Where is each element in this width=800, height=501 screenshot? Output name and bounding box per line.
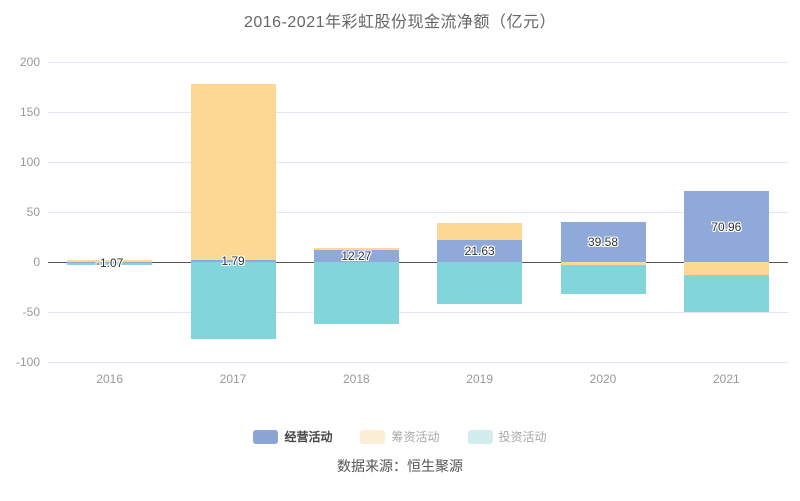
bar-segment-筹资活动[interactable]: [67, 260, 153, 262]
zero-axis-line: [48, 262, 788, 263]
bar-value-label: 70.96: [711, 219, 742, 234]
y-axis-tick-label: 200: [19, 55, 40, 69]
bar-segment-投资活动[interactable]: [190, 262, 276, 339]
legend-label: 筹资活动: [391, 430, 440, 444]
bar-segment-筹资活动[interactable]: [437, 222, 523, 241]
x-axis-tick-label: 2019: [466, 372, 493, 386]
bar-value-label: -1.07: [95, 255, 124, 270]
gridline: [48, 212, 788, 213]
bar-value-label: 21.63: [464, 244, 495, 259]
gridline: [48, 112, 788, 113]
bar-segment-筹资活动[interactable]: [560, 262, 646, 265]
legend-swatch-icon: [467, 429, 493, 444]
chart-title: 2016-2021年彩虹股份现金流净额（亿元）: [243, 14, 557, 31]
bar-segment-经营活动[interactable]: [560, 222, 646, 262]
x-axis-tick-label: 2017: [219, 372, 247, 386]
x-axis-tick-label: 2016: [96, 372, 123, 386]
bar-segment-投资活动[interactable]: [437, 262, 523, 304]
plot-area: 200 150 100 50 0 -50 -100 -1.07 1.79 12.27 21.63 3…: [16, 55, 788, 386]
bar-segment-经营活动[interactable]: [313, 249, 399, 262]
y-axis-tick-label: -100: [15, 355, 40, 369]
legend-item-筹资活动[interactable]: 筹资活动: [360, 428, 440, 445]
bar-value-label: 39.58: [587, 235, 619, 250]
legend-swatch-icon: [360, 429, 386, 444]
x-axis-tick-label: 2020: [589, 372, 617, 386]
bar-segment-经营活动[interactable]: [190, 260, 276, 262]
legend-label: 投资活动: [498, 430, 547, 444]
gridline: [48, 162, 788, 163]
bar-segment-经营活动[interactable]: [683, 191, 769, 262]
y-axis-tick-label: -50: [22, 305, 40, 319]
bar-value-label: 12.27: [341, 248, 372, 263]
bar-value-label: 1.79: [221, 254, 245, 269]
y-axis-tick-label: 100: [19, 155, 40, 169]
chart-legend: 经营活动 筹资活动 投资活动: [0, 428, 800, 445]
gridline: [48, 362, 788, 363]
data-source-note: 数据来源：恒生聚源: [337, 458, 463, 474]
y-axis-tick-label: 0: [33, 255, 40, 269]
x-axis-tick-label: 2021: [712, 372, 740, 386]
bar-segment-筹资活动[interactable]: [190, 84, 276, 261]
x-axis-tick-label: 2018: [342, 372, 370, 386]
gridline: [48, 312, 788, 313]
bar-segment-经营活动[interactable]: [67, 262, 153, 264]
bar-segment-经营活动[interactable]: [437, 240, 523, 262]
bar-segment-投资活动[interactable]: [67, 263, 153, 266]
legend-swatch-icon: [253, 429, 279, 444]
y-axis-tick-label: 150: [19, 105, 40, 119]
y-axis-tick-label: 50: [26, 205, 40, 219]
bar-segment-投资活动[interactable]: [683, 274, 769, 312]
legend-label: 经营活动: [284, 430, 333, 444]
bar-segment-投资活动[interactable]: [560, 265, 646, 294]
bar-segment-筹资活动[interactable]: [313, 247, 399, 250]
bar-segment-筹资活动[interactable]: [683, 262, 769, 275]
bar-segment-投资活动[interactable]: [313, 262, 399, 324]
legend-item-投资活动[interactable]: 投资活动: [467, 428, 547, 445]
gridline: [48, 62, 788, 63]
legend-item-经营活动[interactable]: 经营活动: [253, 428, 332, 445]
